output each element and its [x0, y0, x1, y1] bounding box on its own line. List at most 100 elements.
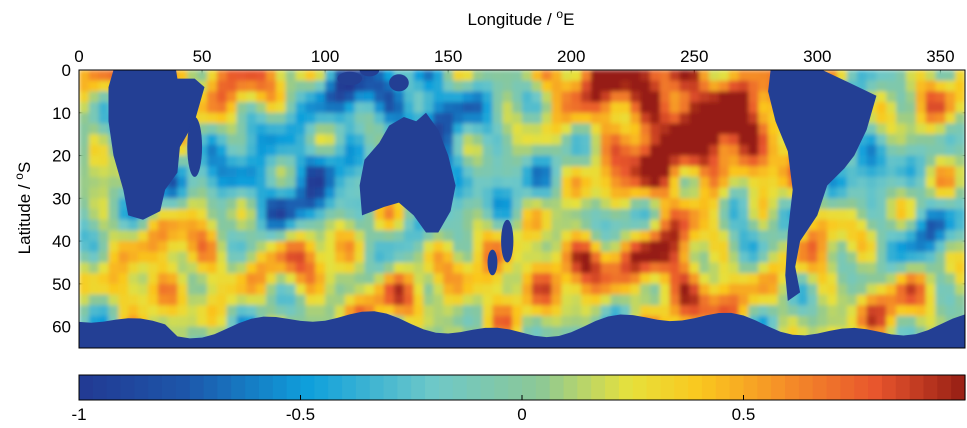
- heatmap-cell: [167, 219, 179, 232]
- heatmap-cell: [453, 187, 464, 200]
- heatmap-cell: [147, 219, 159, 232]
- heatmap-cell: [669, 273, 681, 285]
- heatmap-cell: [699, 262, 710, 274]
- heatmap-cell: [315, 273, 326, 285]
- heatmap-cell: [266, 102, 277, 114]
- heatmap-cell: [285, 294, 297, 307]
- colorbar-swatch: [203, 375, 219, 400]
- heatmap-cell: [453, 305, 464, 317]
- heatmap-cell: [886, 326, 897, 339]
- heatmap-cell: [846, 219, 858, 232]
- heatmap-cell: [128, 294, 139, 307]
- heatmap-cell: [275, 176, 287, 189]
- heatmap-cell: [482, 112, 494, 125]
- heatmap-cell: [935, 102, 947, 114]
- heatmap-cell: [413, 305, 425, 317]
- heatmap-cell: [364, 102, 376, 114]
- heatmap-cell: [413, 230, 425, 242]
- heatmap-cell: [305, 294, 317, 307]
- heatmap-cell: [157, 294, 169, 307]
- heatmap-cell: [955, 112, 965, 125]
- heatmap-cell: [403, 294, 415, 307]
- heatmap-cell: [758, 144, 769, 157]
- heatmap-cell: [344, 166, 356, 178]
- heatmap-cell: [768, 123, 779, 135]
- heatmap-cell: [600, 230, 612, 242]
- heatmap-cell: [147, 241, 159, 253]
- heatmap-cell: [738, 305, 750, 317]
- heatmap-cell: [718, 112, 730, 125]
- colorbar-swatch: [328, 375, 343, 400]
- heatmap-cell: [79, 155, 90, 168]
- heatmap-cell: [837, 176, 848, 189]
- heatmap-cell: [325, 262, 336, 274]
- heatmap-cell: [935, 91, 947, 103]
- heatmap-cell: [482, 102, 494, 114]
- heatmap-cell: [374, 230, 385, 242]
- colorbar: [79, 375, 966, 400]
- heatmap-cell: [876, 144, 888, 157]
- heatmap-cell: [856, 251, 868, 264]
- heatmap-cell: [679, 283, 691, 296]
- heatmap-cell: [128, 283, 139, 296]
- heatmap-cell: [256, 209, 267, 221]
- heatmap-cell: [610, 166, 622, 178]
- heatmap-cell: [915, 91, 927, 103]
- heatmap-cell: [581, 134, 592, 146]
- heatmap-cell: [876, 155, 888, 168]
- heatmap-cell: [590, 305, 602, 317]
- heatmap-cell: [512, 155, 523, 168]
- heatmap-cell: [590, 134, 602, 146]
- heatmap-cell: [679, 230, 691, 242]
- heatmap-cell: [709, 283, 720, 296]
- heatmap-cell: [777, 305, 789, 317]
- heatmap-cell: [472, 262, 484, 274]
- heatmap-cell: [925, 305, 937, 317]
- heatmap-cell: [935, 315, 947, 328]
- colorbar-swatch: [300, 375, 315, 400]
- heatmap-cell: [551, 187, 563, 200]
- heatmap-cell: [620, 230, 632, 242]
- heatmap-cell: [197, 134, 208, 146]
- heatmap-cell: [236, 305, 248, 317]
- heatmap-cell: [659, 251, 671, 264]
- heatmap-cell: [709, 187, 720, 200]
- heatmap-cell: [344, 273, 356, 285]
- heatmap-cell: [147, 294, 159, 307]
- heatmap-cell: [768, 155, 779, 168]
- heatmap-cell: [738, 283, 750, 296]
- heatmap-cell: [502, 155, 513, 168]
- heatmap-cell: [659, 134, 671, 146]
- heatmap-cell: [886, 294, 897, 307]
- heatmap-cell: [177, 305, 189, 317]
- heatmap-cell: [817, 241, 828, 253]
- heatmap-cell: [285, 155, 297, 168]
- heatmap-cell: [777, 315, 789, 328]
- heatmap-cell: [561, 230, 573, 242]
- colorbar-swatch: [632, 375, 648, 400]
- heatmap-cell: [79, 283, 90, 296]
- heatmap-cell: [935, 123, 947, 135]
- heatmap-cell: [315, 251, 326, 264]
- heatmap-cell: [551, 166, 563, 178]
- heatmap-cell: [433, 283, 445, 296]
- heatmap-cell: [896, 230, 907, 242]
- heatmap-cell: [403, 230, 415, 242]
- heatmap-cell: [256, 112, 267, 125]
- colorbar-swatch: [314, 375, 329, 400]
- heatmap-cell: [571, 187, 582, 200]
- heatmap-cell: [797, 294, 809, 307]
- heatmap-cell: [728, 134, 740, 146]
- heatmap-cell: [738, 230, 750, 242]
- heatmap-cell: [758, 273, 769, 285]
- heatmap-cell: [886, 187, 897, 200]
- heatmap-cell: [364, 305, 376, 317]
- heatmap-cell: [79, 230, 90, 242]
- heatmap-cell: [413, 112, 425, 125]
- heatmap-cell: [551, 262, 563, 274]
- heatmap-cell: [610, 209, 622, 221]
- colorbar-swatch: [577, 375, 592, 400]
- land-africa: [108, 70, 205, 220]
- heatmap-cell: [177, 166, 189, 178]
- heatmap-cell: [206, 326, 218, 339]
